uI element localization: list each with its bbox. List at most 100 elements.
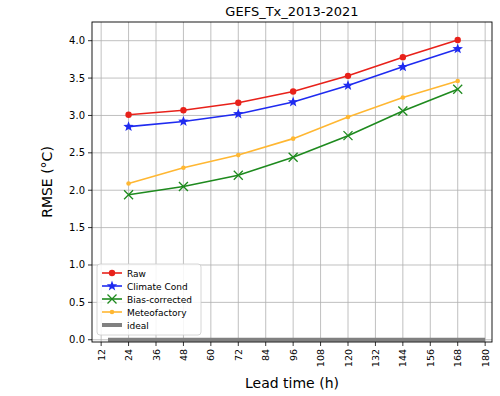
x-grid-line <box>430 22 431 342</box>
point <box>123 121 133 131</box>
x-tick-label: 132 <box>370 349 381 367</box>
x-tick <box>128 342 129 346</box>
point <box>398 61 408 71</box>
point <box>455 79 460 84</box>
point <box>455 37 461 43</box>
y-tick-label: 1.5 <box>69 222 85 233</box>
point <box>180 107 186 113</box>
series-line <box>129 89 458 194</box>
x-tick <box>375 342 376 346</box>
legend-marker <box>107 281 117 291</box>
x-tick <box>210 342 211 346</box>
point <box>124 190 133 199</box>
x-tick <box>457 342 458 346</box>
y-tick <box>88 78 92 79</box>
point <box>288 97 298 107</box>
point <box>400 54 406 60</box>
x-tick <box>265 342 266 346</box>
legend-label: ideal <box>127 321 149 331</box>
y-tick <box>88 190 92 191</box>
x-tick-label: 156 <box>425 349 436 367</box>
x-tick <box>430 342 431 346</box>
series-line <box>108 338 485 342</box>
y-tick <box>88 264 92 265</box>
y-grid-line <box>92 40 492 41</box>
point <box>453 85 462 94</box>
series-line <box>129 81 458 183</box>
x-tick-label: 84 <box>260 349 271 361</box>
x-tick-label: 144 <box>397 349 408 367</box>
point <box>233 108 243 118</box>
series-line <box>129 40 458 115</box>
legend-box <box>97 264 201 335</box>
x-tick <box>101 342 102 346</box>
point <box>235 100 241 106</box>
x-tick-label: 120 <box>343 349 354 367</box>
x-tick <box>183 342 184 346</box>
y-tick-label: 0.5 <box>69 297 85 308</box>
grid <box>88 22 492 346</box>
x-grid-line <box>457 22 458 342</box>
x-grid-line <box>293 22 294 342</box>
x-grid-line <box>375 22 376 342</box>
y-tick-label: 3.0 <box>69 110 85 121</box>
legend-line <box>102 323 122 327</box>
plot-frame <box>92 22 492 342</box>
legend-label: Bias-corrected <box>127 295 192 305</box>
y-tick-label: 3.5 <box>69 73 85 84</box>
x-grid-line <box>402 22 403 342</box>
x-tick-label: 60 <box>205 349 216 361</box>
x-grid-line <box>320 22 321 342</box>
y-tick-label: 0.0 <box>69 334 85 345</box>
point <box>126 181 131 186</box>
point <box>290 88 296 94</box>
y-axis-label: RMSE (°C) <box>39 146 55 218</box>
y-tick <box>88 339 92 340</box>
point <box>179 182 188 191</box>
legend-marker <box>110 310 115 315</box>
legend-label: Climate Cond <box>127 282 188 292</box>
point <box>452 43 462 53</box>
series-line <box>129 49 458 127</box>
legend-marker <box>109 270 115 276</box>
x-tick <box>238 342 239 346</box>
legend-marker <box>108 295 117 304</box>
y-grid-line <box>92 339 492 340</box>
point <box>344 131 353 140</box>
y-grid-line <box>92 78 492 79</box>
point <box>398 106 407 115</box>
x-axis-label: Lead time (h) <box>245 375 339 391</box>
point <box>236 153 241 158</box>
y-tick-label: 2.0 <box>69 185 85 196</box>
point <box>181 165 186 170</box>
x-tick-label: 48 <box>178 349 189 361</box>
x-tick-label: 180 <box>480 349 491 367</box>
y-tick <box>88 40 92 41</box>
point <box>234 171 243 180</box>
x-tick <box>320 342 321 346</box>
x-tick <box>348 342 349 346</box>
x-grid-line <box>210 22 211 342</box>
y-grid-line <box>92 227 492 228</box>
x-tick <box>485 342 486 346</box>
x-tick-label: 72 <box>233 349 244 361</box>
y-grid-line <box>92 115 492 116</box>
x-tick-label: 96 <box>288 349 299 361</box>
legend-label: Raw <box>127 269 146 279</box>
y-tick-label: 1.0 <box>69 259 85 270</box>
y-tick-label: 2.5 <box>69 147 85 158</box>
y-tick <box>88 302 92 303</box>
point <box>401 95 406 100</box>
legend-label: Meteofactory <box>127 308 187 318</box>
y-tick <box>88 152 92 153</box>
point <box>289 153 298 162</box>
chart: 12243648607284961081201321441561681800.0… <box>0 0 500 396</box>
point <box>346 115 351 120</box>
legend: Raw Climate Cond Bias-corrected Meteofactor… <box>97 264 201 335</box>
y-tick <box>88 227 92 228</box>
point <box>291 136 296 141</box>
x-grid-line <box>238 22 239 342</box>
y-grid-line <box>92 152 492 153</box>
point <box>125 112 131 118</box>
x-grid-line <box>348 22 349 342</box>
